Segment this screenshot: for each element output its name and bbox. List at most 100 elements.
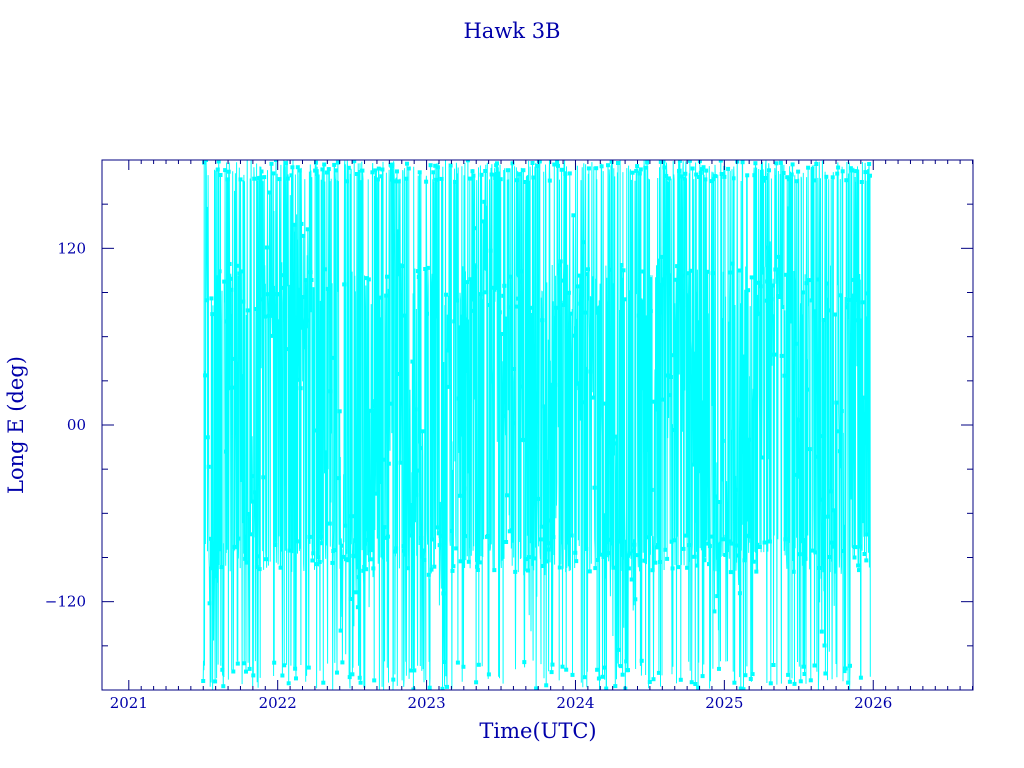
series-point xyxy=(516,172,521,177)
series-point xyxy=(767,168,771,173)
series-point xyxy=(475,564,479,569)
series-point xyxy=(658,160,663,164)
series-point xyxy=(552,162,557,167)
series-point xyxy=(243,556,248,561)
y-tick-label: 120 xyxy=(57,239,86,257)
series-point xyxy=(780,305,785,309)
series-point xyxy=(616,161,620,165)
series-point xyxy=(839,409,844,414)
series-point xyxy=(731,176,736,181)
series-point xyxy=(288,313,293,317)
series-point xyxy=(852,555,857,560)
series-point xyxy=(820,551,825,556)
chart-title: Hawk 3B xyxy=(463,19,560,43)
series-point xyxy=(265,292,270,297)
series-point xyxy=(855,318,860,323)
series-point xyxy=(289,173,294,178)
series-point xyxy=(814,162,819,166)
series-point xyxy=(284,347,289,352)
series-point xyxy=(339,543,344,548)
series-point xyxy=(587,569,592,574)
series-point xyxy=(695,563,700,568)
series-point xyxy=(795,472,800,477)
series-point xyxy=(275,292,280,297)
series-point xyxy=(698,170,703,175)
series-point xyxy=(818,497,823,502)
series-point xyxy=(673,428,678,432)
series-point xyxy=(603,401,608,406)
series-point xyxy=(650,568,655,573)
series-point xyxy=(640,343,645,348)
series-point xyxy=(514,304,519,309)
series-point xyxy=(345,179,349,184)
series-point xyxy=(617,539,622,544)
series-point xyxy=(244,560,249,565)
series-point xyxy=(666,373,670,378)
series-point xyxy=(430,537,435,542)
series-point xyxy=(471,173,476,178)
series-point xyxy=(777,295,782,299)
series-point xyxy=(460,377,465,382)
series-point xyxy=(302,324,307,329)
series-point xyxy=(597,339,602,344)
series-point xyxy=(615,542,620,547)
series-point xyxy=(583,310,588,315)
series-point xyxy=(579,306,584,311)
series-point xyxy=(502,283,507,288)
series-point xyxy=(620,672,625,677)
series-point xyxy=(478,292,483,297)
series-point xyxy=(545,559,550,564)
series-point xyxy=(246,512,251,516)
series-point xyxy=(636,553,640,558)
series-point xyxy=(232,544,237,549)
series-point xyxy=(680,273,685,278)
series-point xyxy=(260,297,265,302)
series-point xyxy=(737,591,742,596)
series-point xyxy=(865,532,870,537)
series-point xyxy=(853,545,858,550)
series-point xyxy=(540,318,545,323)
series-point xyxy=(742,558,747,563)
series-point xyxy=(653,560,658,565)
series-point xyxy=(343,523,348,528)
series-point xyxy=(381,457,386,462)
series-point xyxy=(499,332,504,336)
series-point xyxy=(236,536,241,541)
series-point xyxy=(578,301,583,306)
series-point xyxy=(799,539,804,544)
series-point xyxy=(596,676,601,681)
series-point xyxy=(831,544,836,549)
series-point xyxy=(432,564,437,569)
series-point xyxy=(220,667,225,672)
series-point xyxy=(367,408,372,413)
series-point xyxy=(346,165,351,170)
series-point xyxy=(482,199,487,204)
series-point xyxy=(526,568,530,573)
series-point xyxy=(854,169,859,174)
series-point xyxy=(744,533,749,538)
series-point xyxy=(669,539,674,544)
series-point xyxy=(663,547,668,552)
series-point xyxy=(278,565,283,570)
series-point xyxy=(576,381,581,386)
series-point xyxy=(571,213,576,218)
series-point xyxy=(235,661,240,666)
series-point xyxy=(586,166,591,171)
series-point xyxy=(500,409,505,414)
series-point xyxy=(614,434,619,439)
series-point xyxy=(325,286,330,291)
series-point xyxy=(849,168,854,173)
series-point xyxy=(495,174,500,179)
series-point xyxy=(573,550,578,555)
minor-ticks xyxy=(102,160,974,690)
series-point xyxy=(211,541,216,546)
series-point xyxy=(805,387,810,392)
series-point xyxy=(808,678,813,683)
series-point xyxy=(850,293,855,298)
series-point xyxy=(691,462,696,467)
series-point xyxy=(261,475,266,480)
series-point xyxy=(392,179,397,184)
series-point xyxy=(422,558,427,562)
series-point xyxy=(525,428,530,433)
series-point xyxy=(793,341,798,346)
